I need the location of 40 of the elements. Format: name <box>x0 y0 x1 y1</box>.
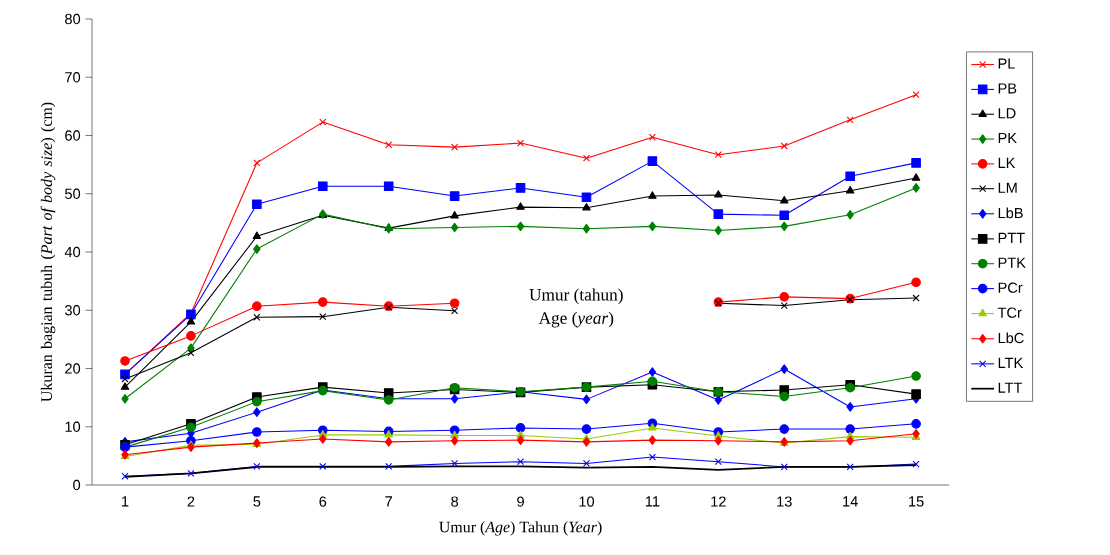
y-tick-label: 70 <box>65 72 81 83</box>
x-tick-label: 9 <box>517 496 524 507</box>
annotation: Umur (tahun) <box>529 288 623 305</box>
legend-label: PTT <box>998 232 1025 243</box>
x-tick-label: 1 <box>122 496 129 507</box>
legend-label: LbC <box>998 332 1024 344</box>
legend-label: PTK <box>998 257 1026 268</box>
x-tick-label: 15 <box>909 496 924 507</box>
y-tick-label: 80 <box>65 13 81 25</box>
x-tick-label: 12 <box>711 496 726 507</box>
x-tick-label: 5 <box>253 496 261 507</box>
y-axis-title: Ukuran bagian tubuh (Part of body size) (cm) <box>40 102 56 402</box>
x-tick-label: 8 <box>451 496 459 507</box>
y-tick-label: 10 <box>65 421 81 432</box>
legend-label: LM <box>998 182 1017 193</box>
legend-label: LK <box>998 157 1016 168</box>
y-tick-label: 0 <box>73 479 81 491</box>
legend-label: PL <box>998 58 1015 69</box>
legend-label: LD <box>998 108 1016 119</box>
legend-label: LbB <box>998 207 1023 219</box>
annotation: Age (year) <box>538 311 614 328</box>
y-tick-label: 30 <box>64 305 81 316</box>
x-tick-label: 13 <box>777 496 792 507</box>
legend-label: LTT <box>998 382 1023 393</box>
x-axis-title: Umur (Age) Tahun (Year) <box>439 521 602 536</box>
legend-label: PB <box>998 83 1017 94</box>
x-tick-label: 6 <box>319 496 327 507</box>
legend-label: LTK <box>998 357 1024 368</box>
x-tick-label: 11 <box>645 496 660 507</box>
y-tick-label: 50 <box>65 188 81 199</box>
y-tick-label: 20 <box>65 363 81 374</box>
x-tick-label: 14 <box>843 496 858 507</box>
legend-label: TCr <box>997 307 1022 318</box>
legend-label: PCr <box>998 282 1023 293</box>
legend-label: PK <box>998 133 1017 144</box>
x-tick-label: 10 <box>579 496 595 507</box>
y-tick-label: 40 <box>64 246 81 258</box>
x-tick-label: 7 <box>385 496 393 507</box>
y-tick-label: 60 <box>65 130 81 141</box>
x-tick-label: 2 <box>187 496 195 507</box>
